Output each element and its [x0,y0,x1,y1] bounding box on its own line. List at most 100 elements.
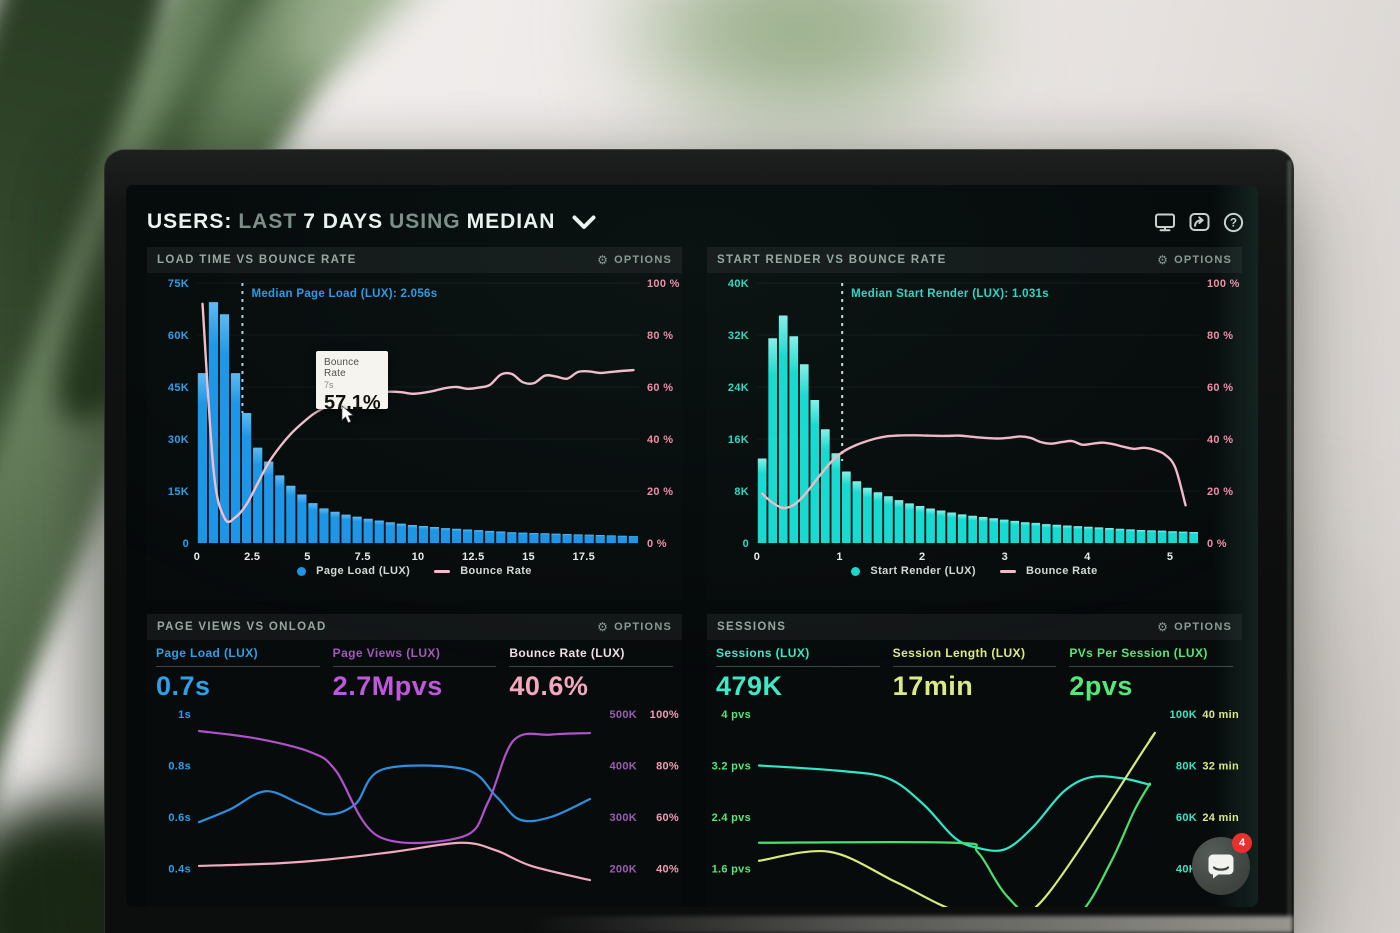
bar[interactable] [374,520,384,543]
bar[interactable] [831,453,841,543]
bar[interactable] [253,447,263,543]
bar[interactable] [863,487,872,543]
bar[interactable] [915,505,925,543]
bar[interactable] [1073,526,1083,543]
bounce-rate-tooltip: Bounce Rate 7s 57.1% [316,351,388,414]
bar[interactable] [820,429,830,543]
bar[interactable] [628,536,638,543]
series-line-session-length-lux- [757,731,1156,907]
bar[interactable] [396,523,406,543]
bar[interactable] [440,528,451,543]
bar[interactable] [799,364,809,543]
bar[interactable] [999,519,1009,543]
metric-label: Page Views (LUX) [332,646,441,660]
bar[interactable] [562,533,572,543]
chat-launcher-button[interactable]: 4 [1192,833,1252,895]
options-button[interactable]: ⚙ OPTIONS [1157,253,1232,267]
monitor-icon[interactable] [1154,212,1176,232]
bar[interactable] [485,530,495,543]
bar[interactable] [1115,528,1125,543]
bar[interactable] [926,508,935,543]
bar[interactable] [947,512,956,543]
bar[interactable] [197,373,208,543]
bar[interactable] [529,532,539,543]
bar[interactable] [540,533,550,543]
bar[interactable] [341,514,351,543]
bar[interactable] [308,503,318,543]
bar[interactable] [363,518,373,543]
bar[interactable] [1062,525,1072,543]
bar[interactable] [968,515,977,543]
bar[interactable] [1020,522,1030,543]
bar[interactable] [219,314,230,543]
bar[interactable] [330,511,340,543]
bar[interactable] [936,510,946,544]
bar[interactable] [385,522,395,543]
bar[interactable] [989,518,999,543]
panel-load-time-vs-bounce-rate: LOAD TIME VS BOUNCE RATE ⚙ OPTIONS 75K 100… [147,247,682,601]
bar[interactable] [789,336,799,543]
bar[interactable] [275,475,285,543]
metric-session-length: Session Length (LUX) 17min [892,646,1057,702]
bar[interactable] [429,527,440,543]
bar[interactable] [1147,530,1156,543]
bar[interactable] [617,535,627,543]
bar[interactable] [1084,526,1093,543]
bar[interactable] [551,533,561,543]
axis-tick-label: 0 [194,551,200,563]
bar[interactable] [242,413,252,543]
bar[interactable] [518,532,528,543]
bar[interactable] [1168,531,1177,543]
bar[interactable] [1105,528,1114,543]
help-icon[interactable]: ? [1223,212,1244,233]
bar[interactable] [286,485,296,543]
bar[interactable] [230,373,241,543]
bar[interactable] [1010,520,1020,543]
share-icon[interactable] [1189,212,1210,232]
bar[interactable] [1031,522,1041,543]
options-button[interactable]: ⚙ OPTIONS [597,253,672,267]
bar[interactable] [1094,527,1104,543]
bar[interactable] [297,494,307,543]
bar[interactable] [757,458,767,544]
bar[interactable] [1157,530,1167,543]
bar[interactable] [768,338,778,543]
bar[interactable] [810,400,820,543]
bar[interactable] [418,526,429,543]
options-button[interactable]: ⚙ OPTIONS [597,620,672,634]
bar[interactable] [1136,530,1146,543]
axis-tick-label: 32 min [1202,761,1239,773]
bar[interactable] [573,534,583,543]
bar[interactable] [1126,529,1135,543]
bar[interactable] [319,508,329,543]
bar[interactable] [841,471,851,544]
page-title[interactable]: USERS: LAST 7 DAYS USING MEDIAN [147,210,596,234]
bar[interactable] [905,503,914,543]
bar[interactable] [264,461,274,543]
metrics-row: Sessions (LUX) 479K Session Length (LUX)… [707,646,1242,702]
bar[interactable] [507,532,517,543]
bar[interactable] [606,535,616,543]
bar[interactable] [852,481,862,543]
bar[interactable] [957,514,967,543]
bar[interactable] [1189,531,1198,543]
bar[interactable] [496,531,506,543]
bar[interactable] [1178,531,1188,543]
bar[interactable] [978,517,988,543]
bar[interactable] [595,535,605,543]
bar[interactable] [352,516,362,543]
chevron-down-icon[interactable] [572,215,596,230]
bar[interactable] [778,315,788,544]
bar[interactable] [584,534,594,543]
bar[interactable] [407,524,417,543]
bar[interactable] [463,529,473,543]
bar[interactable] [884,496,893,543]
chart-svg: 75K 100 % 60K 80 % 45K 60 % 30K 40 % 15K 20 % 0 0 %… [168,278,679,563]
bar[interactable] [474,530,484,543]
bar[interactable] [1041,524,1051,543]
bar[interactable] [1052,524,1062,543]
options-button[interactable]: ⚙ OPTIONS [1157,620,1232,634]
bar[interactable] [451,528,462,543]
bar[interactable] [894,500,904,543]
bar[interactable] [873,492,883,543]
